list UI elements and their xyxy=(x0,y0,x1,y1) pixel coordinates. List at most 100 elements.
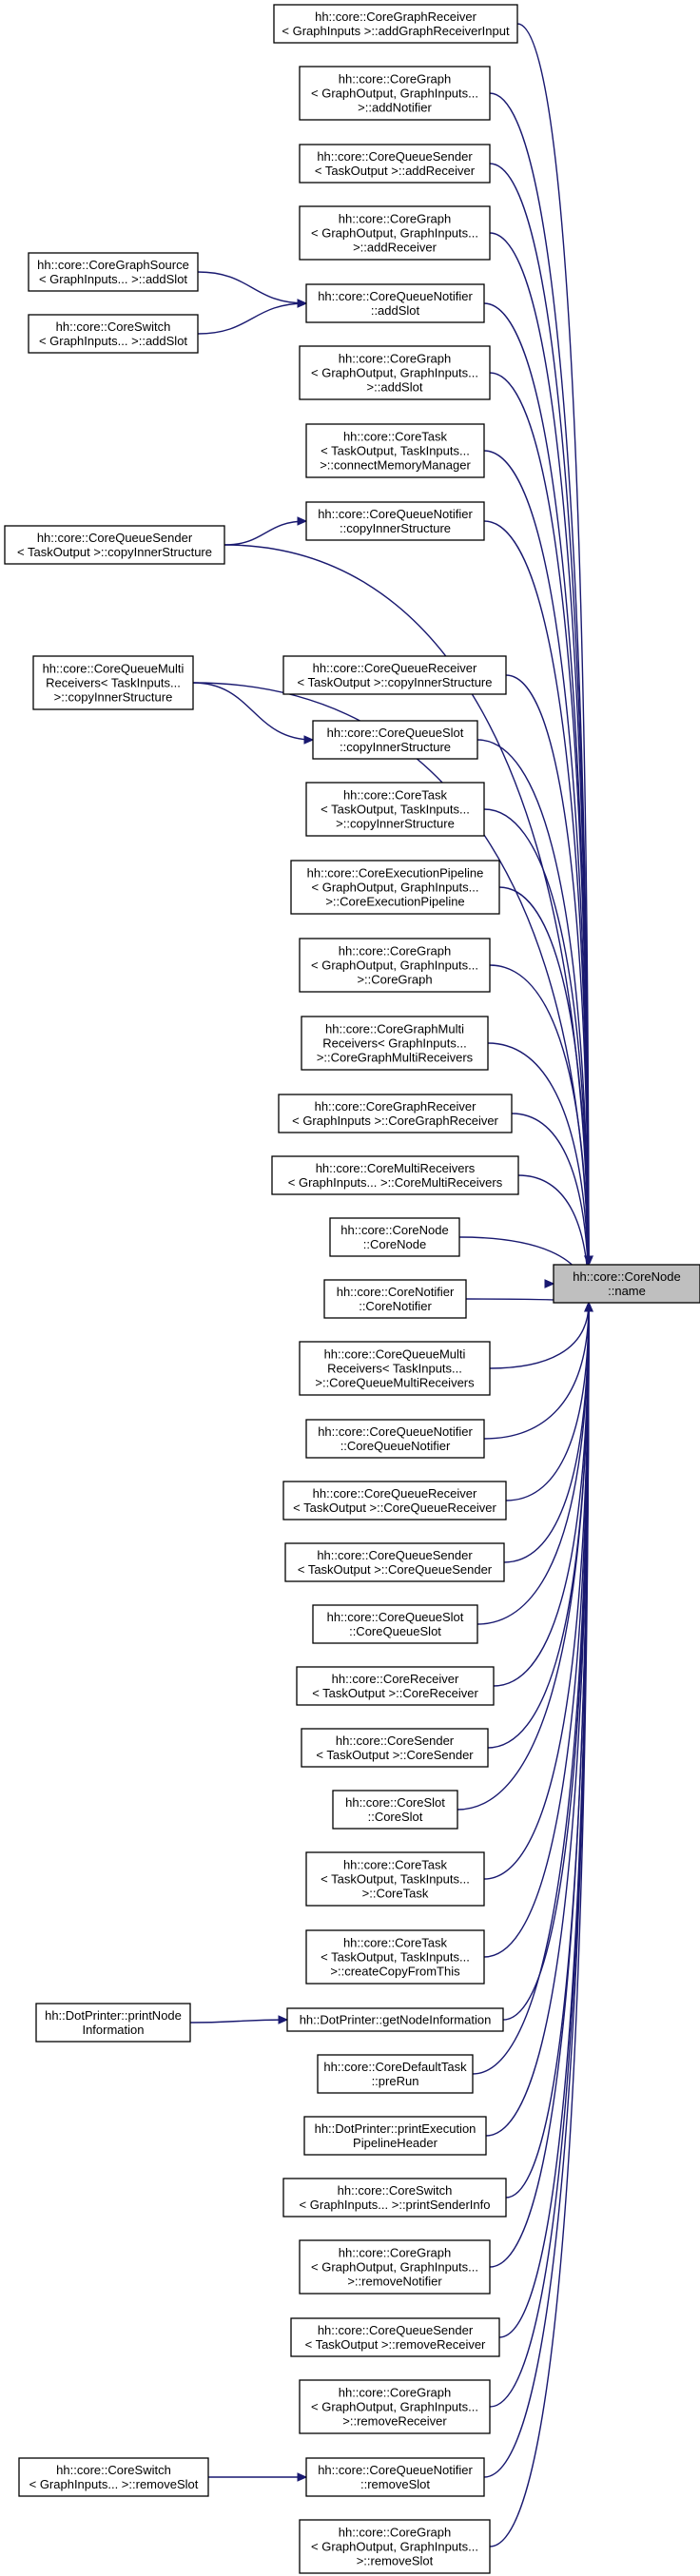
arrowhead xyxy=(297,516,308,526)
caller-node-n37[interactable]: hh::core::CoreGraph< GraphOutput, GraphI… xyxy=(299,2379,491,2434)
node-box xyxy=(28,314,199,354)
node-label-line: < GraphInputs >::CoreGraphReceiver xyxy=(292,1114,498,1128)
node-box xyxy=(35,2003,191,2043)
caller-node-n6[interactable]: hh::core::CoreGraph< GraphOutput, GraphI… xyxy=(299,345,491,400)
caller-node-n34[interactable]: hh::core::CoreSwitch< GraphInputs... >::… xyxy=(282,2178,507,2218)
node-box xyxy=(299,205,491,261)
node-label-line: hh::core::CoreNotifier xyxy=(337,1285,455,1299)
node-label-line: hh::core::CoreReceiver xyxy=(332,1672,459,1686)
node-box xyxy=(301,1728,489,1768)
caller-node-n2[interactable]: hh::core::CoreGraph< GraphOutput, GraphI… xyxy=(299,66,491,121)
node-box xyxy=(299,2379,491,2434)
node-box xyxy=(305,501,485,541)
caller-node-n35[interactable]: hh::core::CoreGraph< GraphOutput, GraphI… xyxy=(299,2239,491,2295)
caller-node-n9[interactable]: hh::core::CoreQueueSender< TaskOutput >:… xyxy=(4,525,225,565)
node-label-line: ::CoreNotifier xyxy=(359,1299,432,1313)
node-label-line: hh::core::CoreGraphSource xyxy=(37,258,189,272)
node-label-line: >::removeNotifier xyxy=(347,2275,442,2289)
caller-node-m2[interactable]: hh::core::CoreSwitch< GraphInputs... >::… xyxy=(28,314,199,354)
caller-node-n11[interactable]: hh::core::CoreQueueReceiver< TaskOutput … xyxy=(282,655,507,695)
node-label-line: hh::core::CoreQueueSender xyxy=(317,1548,473,1562)
node-label-line: < GraphOutput, GraphInputs... xyxy=(311,2540,478,2554)
node-box xyxy=(296,1666,495,1706)
caller-node-n32[interactable]: hh::core::CoreDefaultTask::preRun xyxy=(317,2054,474,2094)
caller-node-n3[interactable]: hh::core::CoreQueueSender< TaskOutput >:… xyxy=(299,144,491,184)
node-label-line: hh::core::CoreTask xyxy=(343,788,448,803)
node-box xyxy=(286,2007,504,2032)
node-label-line: >::CoreTask xyxy=(362,1887,429,1901)
node-label-line: >::removeReceiver xyxy=(342,2414,447,2429)
caller-node-n31[interactable]: hh::DotPrinter::getNodeInformation xyxy=(286,2007,504,2032)
caller-node-n19[interactable]: hh::core::CoreNode::CoreNode xyxy=(329,1217,460,1257)
edge-m2-n5 xyxy=(197,302,307,335)
node-label-line: >::createCopyFromThis xyxy=(330,1965,460,1979)
caller-node-n28[interactable]: hh::core::CoreSlot::CoreSlot xyxy=(332,1790,458,1830)
edge-n21-target xyxy=(489,1302,590,1369)
caller-node-n33[interactable]: hh::DotPrinter::printExecutionPipelineHe… xyxy=(303,2116,487,2156)
node-box xyxy=(278,1094,513,1133)
edge-n39-target xyxy=(489,1302,590,2547)
caller-node-n4[interactable]: hh::core::CoreGraph< GraphOutput, GraphI… xyxy=(299,205,491,261)
node-label-line: hh::core::CoreSender xyxy=(336,1733,455,1748)
edge-n8-target xyxy=(483,520,590,1304)
node-box xyxy=(332,1790,458,1830)
caller-node-n24[interactable]: hh::core::CoreQueueSender< TaskOutput >:… xyxy=(284,1542,505,1582)
caller-node-n38[interactable]: hh::core::CoreQueueNotifier::removeSlot xyxy=(305,2457,485,2497)
node-label-line: < GraphInputs >::addGraphReceiverInput xyxy=(282,24,510,38)
caller-node-n27[interactable]: hh::core::CoreSender< TaskOutput >::Core… xyxy=(301,1728,489,1768)
caller-node-n21[interactable]: hh::core::CoreQueueMultiReceivers< TaskI… xyxy=(299,1341,491,1396)
edge-n33-target xyxy=(485,1302,590,2137)
caller-node-n29[interactable]: hh::core::CoreTask< TaskOutput, TaskInpu… xyxy=(305,1851,485,1907)
node-box xyxy=(553,1264,700,1304)
edge-n34-target xyxy=(505,1302,590,2198)
caller-node-n14[interactable]: hh::core::CoreExecutionPipeline< GraphOu… xyxy=(290,860,500,915)
caller-node-n8[interactable]: hh::core::CoreQueueNotifier::copyInnerSt… xyxy=(305,501,485,541)
node-label-line: hh::core::CoreGraphReceiver xyxy=(315,10,476,24)
caller-node-n10[interactable]: hh::core::CoreQueueMultiReceivers< TaskI… xyxy=(32,655,194,710)
caller-node-m4[interactable]: hh::core::CoreSwitch< GraphInputs... >::… xyxy=(18,2457,209,2497)
node-label-line: hh::core::CoreQueueMulti xyxy=(43,662,185,676)
caller-node-n1[interactable]: hh::core::CoreGraphReceiver< GraphInputs… xyxy=(273,4,518,44)
caller-node-n13[interactable]: hh::core::CoreTask< TaskOutput, TaskInpu… xyxy=(305,782,485,837)
caller-node-n36[interactable]: hh::core::CoreQueueSender< TaskOutput >:… xyxy=(290,2317,500,2357)
edge-n10-n12 xyxy=(192,682,314,741)
caller-node-n16[interactable]: hh::core::CoreGraphMultiReceivers< Graph… xyxy=(301,1016,489,1071)
caller-node-n23[interactable]: hh::core::CoreQueueReceiver< TaskOutput … xyxy=(282,1481,507,1520)
node-label-line: hh::core::CoreQueueReceiver xyxy=(313,1486,477,1501)
node-box xyxy=(312,720,478,760)
target-node[interactable]: hh::core::CoreNode::name xyxy=(553,1264,700,1304)
caller-node-n17[interactable]: hh::core::CoreGraphReceiver< GraphInputs… xyxy=(278,1094,513,1133)
node-label-line: hh::core::CoreQueueNotifier xyxy=(318,289,473,303)
caller-node-n7[interactable]: hh::core::CoreTask< TaskOutput, TaskInpu… xyxy=(305,423,485,478)
caller-node-n20[interactable]: hh::core::CoreNotifier::CoreNotifier xyxy=(323,1279,467,1319)
node-label-line: < GraphOutput, GraphInputs... xyxy=(311,2260,478,2275)
node-label-line: < GraphOutput, GraphInputs... xyxy=(312,881,479,895)
node-box xyxy=(299,2519,491,2574)
node-label-line: < TaskOutput, TaskInputs... xyxy=(321,444,470,458)
node-label-line: hh::core::CoreQueueSender xyxy=(37,531,193,545)
node-label-line: < TaskOutput >::copyInnerStructure xyxy=(298,675,493,689)
caller-node-m1[interactable]: hh::core::CoreGraphSource< GraphInputs..… xyxy=(28,252,199,292)
caller-node-n26[interactable]: hh::core::CoreReceiver< TaskOutput >::Co… xyxy=(296,1666,495,1706)
caller-node-n15[interactable]: hh::core::CoreGraph< GraphOutput, GraphI… xyxy=(299,938,491,993)
arrowhead xyxy=(297,299,308,308)
node-label-line: < TaskOutput >::CoreSender xyxy=(316,1748,474,1762)
arrowhead xyxy=(297,2472,308,2482)
edge-n25-target xyxy=(476,1302,590,1625)
node-label-line: < GraphInputs... >::addSlot xyxy=(39,272,187,286)
caller-node-n18[interactable]: hh::core::CoreMultiReceivers< GraphInput… xyxy=(271,1155,519,1195)
node-label-line: ::CoreNode xyxy=(363,1237,426,1251)
caller-node-n39[interactable]: hh::core::CoreGraph< GraphOutput, GraphI… xyxy=(299,2519,491,2574)
caller-node-n5[interactable]: hh::core::CoreQueueNotifier::addSlot xyxy=(305,283,485,323)
caller-node-n25[interactable]: hh::core::CoreQueueSlot::CoreQueueSlot xyxy=(312,1604,478,1644)
edge-n35-target xyxy=(489,1302,590,2268)
caller-node-n30[interactable]: hh::core::CoreTask< TaskOutput, TaskInpu… xyxy=(305,1929,485,1985)
caller-node-n22[interactable]: hh::core::CoreQueueNotifier::CoreQueueNo… xyxy=(305,1419,485,1459)
node-label-line: >::addNotifier xyxy=(358,101,432,115)
caller-node-n12[interactable]: hh::core::CoreQueueSlot::copyInnerStruct… xyxy=(312,720,478,760)
node-box xyxy=(305,1851,485,1907)
node-label-line: hh::core::CoreSwitch xyxy=(56,2463,171,2477)
node-label-line: < TaskOutput >::CoreQueueSender xyxy=(298,1562,493,1577)
node-box xyxy=(301,1016,489,1071)
